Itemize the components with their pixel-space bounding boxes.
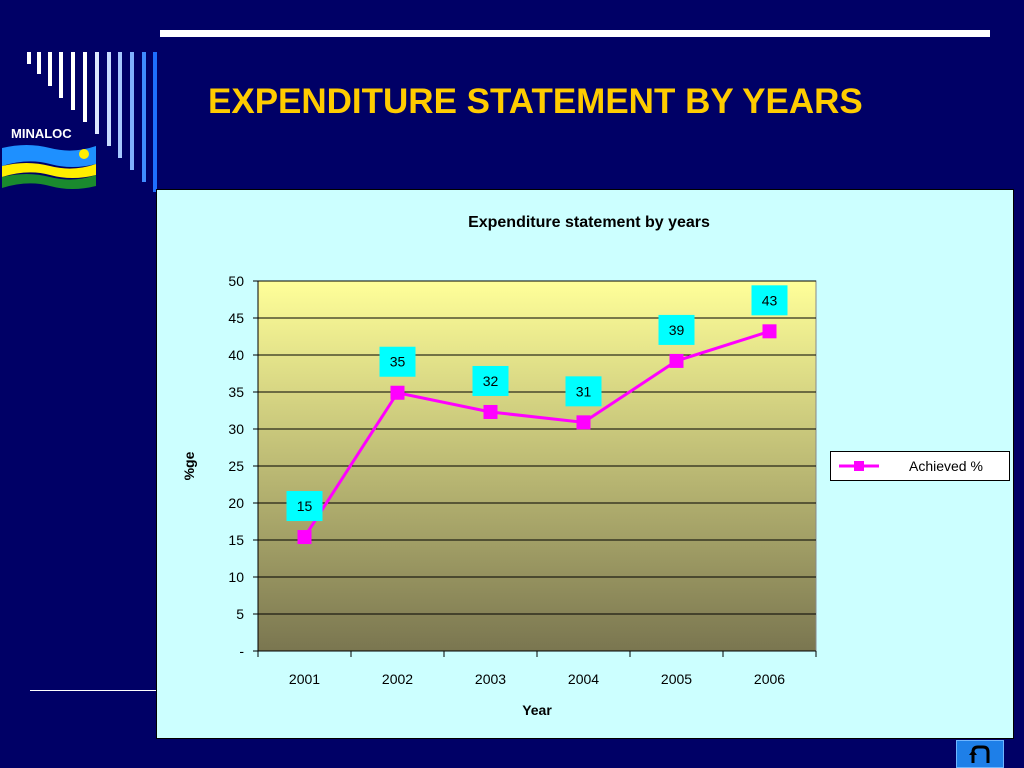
deco-bar [153,52,157,192]
data-label: 32 [483,373,499,389]
y-tick-label: 30 [228,421,244,437]
series-line [303,329,770,538]
data-label-box [286,491,323,522]
deco-bar [59,52,63,98]
top-rule [160,30,990,37]
deco-bar [83,52,87,122]
gridlines [258,280,816,615]
data-label-box [472,365,509,396]
data-label-box [751,285,788,316]
deco-bar [130,52,134,170]
data-label: 31 [576,383,592,399]
x-tick-label: 2001 [289,671,320,687]
bottom-rule [30,690,156,691]
data-label-box [565,376,602,407]
data-point [669,353,684,368]
y-axis: - 5 10 15 20 25 30 35 40 45 50 [228,273,259,659]
data-label: 35 [390,354,406,370]
y-tick-label: 10 [228,569,244,585]
y-tick-label: 35 [228,384,244,400]
deco-bar [107,52,111,146]
y-tick-label: 50 [228,273,244,289]
x-tick-label: 2005 [661,671,692,687]
y-tick-label: 45 [228,310,244,326]
y-tick-label: 25 [228,458,244,474]
return-arrow-icon [969,745,990,763]
chart-panel: Expenditure statement by years - 5 10 15 20 2… [156,189,1014,739]
data-point [576,415,591,430]
y-tick-label: 5 [236,606,244,622]
x-axis: 2001 2002 2003 2004 2005 2006 [257,650,817,687]
logo-text: MINALOC [11,126,72,141]
decorative-bars [0,0,170,200]
legend: Achieved % [830,451,1010,481]
data-label-box [379,346,416,377]
data-label: 39 [669,322,685,338]
rwanda-flag-icon [2,145,96,189]
legend-label: Achieved % [909,458,983,474]
data-label: 15 [297,498,313,514]
y-tick-label: - [239,643,244,659]
data-label: 43 [762,292,778,308]
data-point [762,324,777,339]
data-point [297,530,312,545]
legend-marker-icon [839,461,879,471]
y-tick-label: 20 [228,495,244,511]
y-tick-label: 15 [228,532,244,548]
data-point [483,404,498,419]
x-tick-label: 2002 [382,671,413,687]
x-tick-label: 2006 [754,671,785,687]
x-axis-label: Year [522,702,552,718]
y-axis-label: %ge [181,451,197,480]
deco-bar [48,52,52,86]
deco-bar [95,52,99,134]
chart-title: Expenditure statement by years [468,214,710,231]
line-chart: Expenditure statement by years - 5 10 15 20 2… [181,214,817,718]
data-point [390,385,405,400]
deco-bar [118,52,122,158]
deco-bar [27,52,31,64]
deco-bar [142,52,146,182]
x-tick-label: 2003 [475,671,506,687]
series-achieved: 15 35 32 31 39 43 [286,285,788,545]
deco-bar [71,52,75,110]
return-button[interactable] [956,740,1004,768]
y-tick-label: 40 [228,347,244,363]
data-label-box [658,314,695,345]
slide-title: EXPENDITURE STATEMENT BY YEARS [208,82,863,121]
deco-bar [37,52,41,74]
x-tick-label: 2004 [568,671,599,687]
